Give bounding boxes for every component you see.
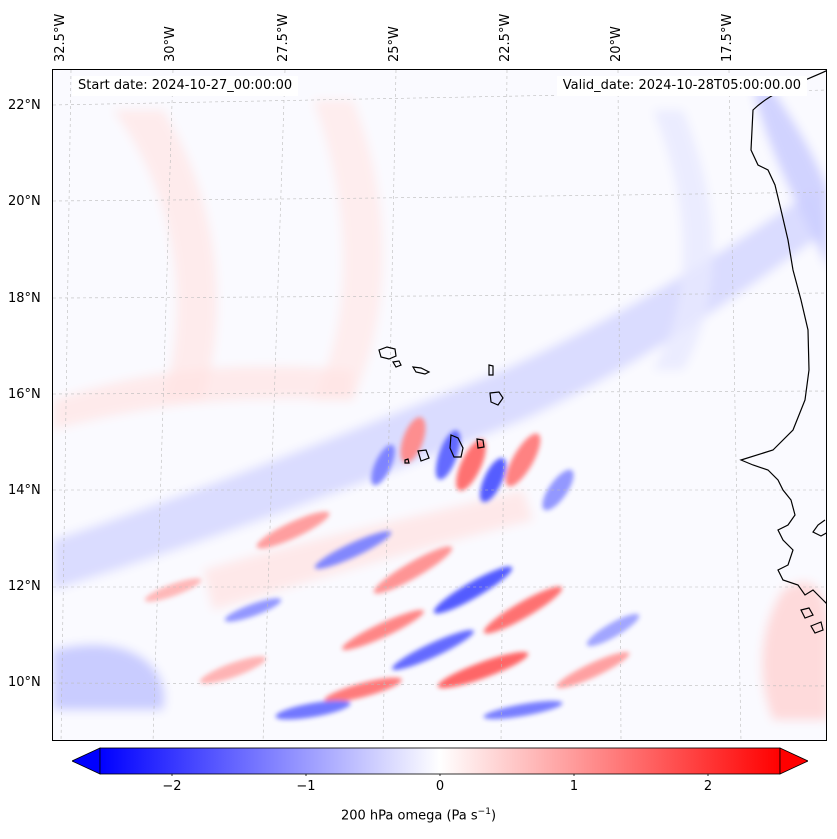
map-gridlines [53, 70, 826, 740]
lat-label-18n: 18°N [8, 291, 41, 306]
lat-label-16n: 16°N [8, 387, 41, 402]
lon-label-32.5w: 32.5°W [53, 13, 68, 62]
island-santiago [449, 434, 464, 458]
island-santo-antao [378, 346, 397, 360]
colorbar-title-exponent: −1 [477, 807, 491, 817]
lat-label-10n: 10°N [8, 675, 41, 690]
lat-label-12n: 12°N [8, 579, 41, 594]
island-boa-vista [489, 391, 504, 406]
colorbar-title-text: 200 hPa omega (Pa s [340, 808, 478, 824]
colorbar-extend-left [72, 747, 101, 775]
colorbar-title-close: ) [490, 808, 497, 824]
colorbar-tick-marks [171, 774, 709, 776]
island-sao-vicente [392, 360, 402, 368]
lon-label-25w: 25°W [387, 26, 402, 62]
island-sao-nicolau [411, 366, 431, 375]
colorbar-tick-0: 0 [435, 779, 445, 794]
lat-label-22n: 22°N [8, 98, 41, 113]
colorbar-scale [99, 747, 781, 775]
island-cap-vert-peninsula [812, 519, 826, 537]
island-bijagos [800, 607, 814, 619]
lat-label-20n: 20°N [8, 194, 41, 209]
island-bijagos-2 [810, 621, 824, 634]
start-date-label: Start date: 2024-10-27_00:00:00 [72, 76, 299, 96]
colorbar-tick-1: 1 [569, 779, 579, 794]
omega-map [52, 69, 827, 741]
lon-label-27.5w: 27.5°W [276, 13, 291, 62]
valid-date-label: Valid_date: 2024-10-28T05:00:00.00 [556, 76, 807, 96]
island-brava [404, 458, 410, 464]
colorbar-title: 200 hPa omega (Pa s−1) [0, 807, 837, 823]
island-maio [476, 438, 485, 449]
lon-label-30w: 30°W [163, 26, 178, 62]
lon-label-22.5w: 22.5°W [498, 13, 513, 62]
map-canvas [53, 70, 826, 740]
colorbar-tick-neg2: −2 [162, 779, 182, 794]
lat-label-14n: 14°N [8, 483, 41, 498]
colorbar-tick-neg1: −1 [296, 779, 316, 794]
colorbar-tick-2: 2 [703, 779, 713, 794]
island-sal [488, 364, 494, 376]
colorbar [72, 747, 808, 776]
lon-label-17.5w: 17.5°W [720, 13, 735, 62]
omega-field-streaks [144, 417, 640, 720]
island-fogo [417, 449, 430, 462]
colorbar-extend-right [779, 747, 808, 775]
lon-label-20w: 20°W [609, 26, 624, 62]
